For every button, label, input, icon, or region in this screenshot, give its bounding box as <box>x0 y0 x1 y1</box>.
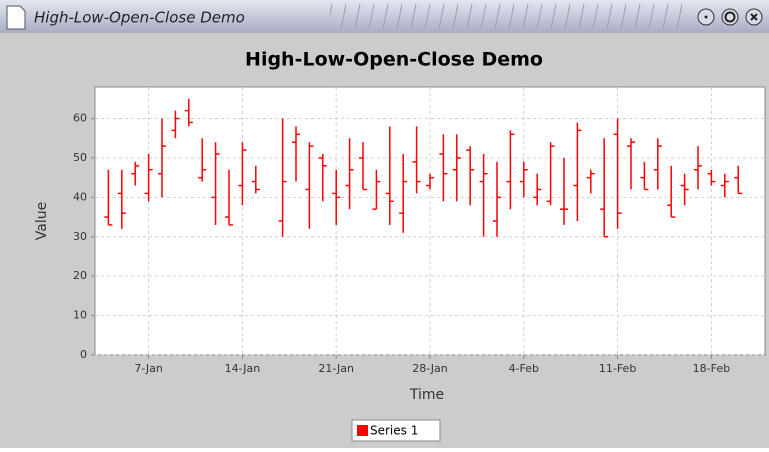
y-tick-label: 30 <box>73 230 87 243</box>
y-tick-label: 40 <box>73 190 87 203</box>
x-tick-label: 14-Jan <box>225 362 261 375</box>
legend-label: Series 1 <box>370 424 418 438</box>
y-axis-title: Value <box>34 202 50 240</box>
x-tick-label: 4-Feb <box>509 362 539 375</box>
title-bar-texture <box>330 0 690 33</box>
x-axis-title: Time <box>409 387 444 403</box>
close-x <box>750 13 758 21</box>
y-tick-label: 10 <box>73 309 87 322</box>
y-tick-label: 60 <box>73 112 87 125</box>
y-tick-label: 50 <box>73 151 87 164</box>
maximize-button[interactable] <box>721 8 739 26</box>
x-tick-label: 7-Jan <box>134 362 163 375</box>
chart-title: High-Low-Open-Close Demo <box>245 49 543 71</box>
x-tick-label: 21-Jan <box>318 362 354 375</box>
x-tick-label: 11-Feb <box>599 362 636 375</box>
window-title: High-Low-Open-Close Demo <box>34 9 245 27</box>
maximize-ring <box>724 11 736 23</box>
x-tick-label: 18-Feb <box>693 362 730 375</box>
x-tick-label: 28-Jan <box>412 362 448 375</box>
legend <box>351 419 441 442</box>
legend-swatch <box>357 425 368 436</box>
y-tick-label: 0 <box>80 348 87 361</box>
window-icon <box>6 5 26 30</box>
minimize-dot <box>704 15 708 19</box>
y-tick-label: 20 <box>73 269 87 282</box>
